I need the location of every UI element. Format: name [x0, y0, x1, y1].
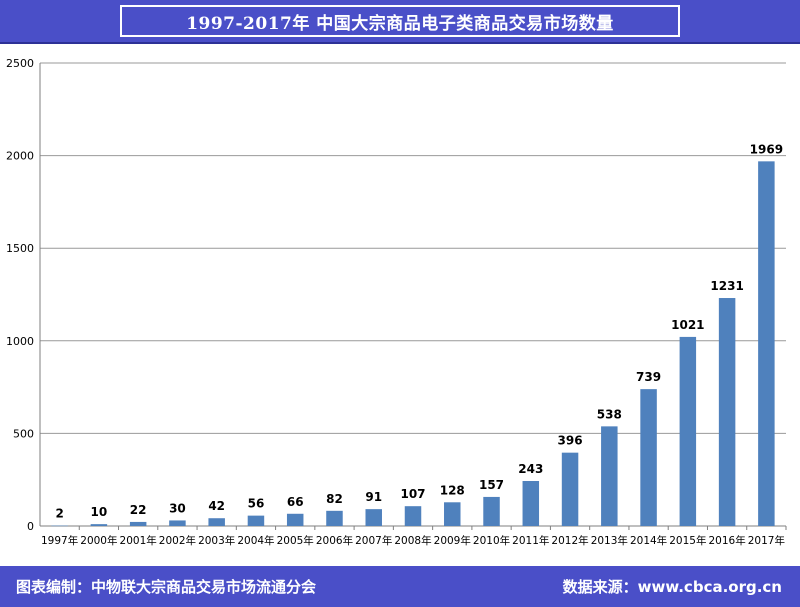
y-tick-label: 2500 — [6, 57, 34, 70]
x-tick-label: 2007年 — [355, 534, 392, 547]
bar — [758, 161, 775, 527]
x-tick-label: 2009年 — [434, 534, 471, 547]
data-label: 538 — [597, 407, 622, 421]
x-tick-label: 2004年 — [237, 534, 274, 547]
x-tick-label: 2003年 — [198, 534, 235, 547]
bar — [90, 524, 108, 526]
data-label: 42 — [208, 499, 225, 513]
x-tick-label: 2011年 — [512, 534, 549, 547]
data-label: 107 — [400, 487, 425, 501]
bar — [483, 496, 500, 526]
footer-data-source: 数据来源：www.cbca.org.cn — [562, 578, 782, 596]
bar — [444, 502, 461, 526]
y-tick-label: 1000 — [6, 335, 34, 348]
data-label: 128 — [440, 483, 465, 497]
bar — [561, 452, 579, 526]
y-tick-label: 500 — [13, 427, 34, 440]
data-label: 157 — [479, 478, 504, 492]
x-tick-label: 2014年 — [630, 534, 667, 547]
data-label: 10 — [91, 505, 108, 519]
bar — [718, 298, 736, 526]
data-label: 30 — [169, 501, 186, 515]
bar — [679, 336, 697, 526]
y-tick-label: 1500 — [6, 242, 34, 255]
x-tick-label: 2006年 — [316, 534, 353, 547]
bar — [286, 513, 304, 526]
x-tick-label: 2017年 — [748, 534, 785, 547]
y-tick-label: 0 — [27, 520, 34, 533]
bar — [522, 480, 540, 526]
chart-title: 1997-2017年 中国大宗商品电子类商品交易市场数量 — [186, 13, 614, 34]
data-label: 396 — [558, 434, 583, 448]
x-tick-label: 2010年 — [473, 534, 510, 547]
data-label: 1231 — [710, 279, 743, 293]
title-bar: 1997-2017年 中国大宗商品电子类商品交易市场数量 — [0, 0, 800, 44]
x-tick-label: 2012年 — [551, 534, 588, 547]
x-tick-label: 2016年 — [708, 534, 745, 547]
bar — [129, 521, 147, 526]
title-box: 1997-2017年 中国大宗商品电子类商品交易市场数量 — [120, 5, 680, 37]
x-tick-label: 2002年 — [159, 534, 196, 547]
data-label: 243 — [518, 462, 543, 476]
data-label: 82 — [326, 492, 343, 506]
bar — [404, 506, 422, 526]
data-label: 22 — [130, 503, 147, 517]
data-label: 56 — [248, 497, 265, 511]
data-label: 91 — [365, 490, 382, 504]
data-label: 66 — [287, 495, 304, 509]
bar — [247, 515, 265, 526]
bar — [365, 509, 382, 526]
data-label: 739 — [636, 370, 661, 384]
chart-area: 0 500 1000 1500 2000 2500 2 1997年 10 2000年 22 2001年… — [0, 44, 800, 564]
bar-chart: 0 500 1000 1500 2000 2500 2 1997年 10 2000年 22 2001年… — [6, 57, 787, 547]
x-tick-label: 2008年 — [394, 534, 431, 547]
x-tick-label: 2013年 — [591, 534, 628, 547]
x-tick-label: 1997年 — [41, 534, 78, 547]
data-label: 2 — [55, 507, 63, 521]
data-label: 1969 — [750, 142, 783, 156]
x-tick-label: 2001年 — [120, 534, 157, 547]
bar — [208, 518, 225, 526]
bar — [640, 389, 657, 526]
bar — [326, 510, 343, 526]
y-tick-label: 2000 — [6, 150, 34, 163]
footer-bar: 图表编制：中物联大宗商品交易市场流通分会 数据来源：www.cbca.org.c… — [0, 566, 800, 607]
bar — [601, 426, 618, 526]
bar — [169, 520, 186, 526]
data-label: 1021 — [671, 318, 704, 332]
x-tick-label: 2000年 — [80, 534, 117, 547]
bar — [51, 525, 68, 527]
x-tick-label: 2005年 — [277, 534, 314, 547]
x-tick-label: 2015年 — [669, 534, 706, 547]
footer-compiler-credit: 图表编制：中物联大宗商品交易市场流通分会 — [16, 578, 317, 596]
